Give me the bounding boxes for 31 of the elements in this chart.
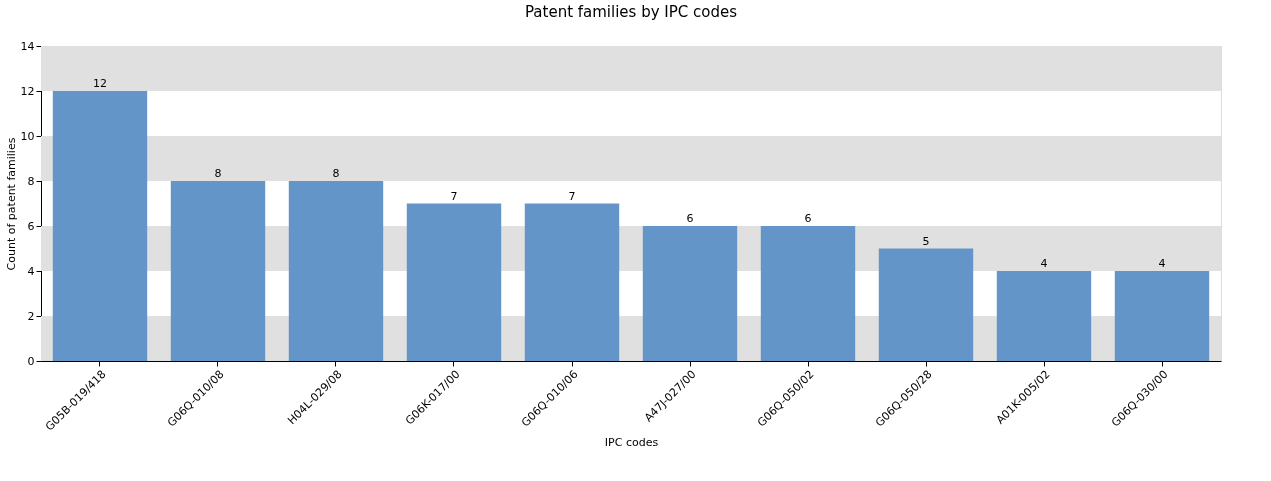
- data-label: 6: [686, 212, 694, 225]
- y-tick-label: 0: [27, 354, 35, 368]
- y-tick-label: 4: [27, 264, 35, 278]
- bar: [1114, 271, 1210, 361]
- data-label: 8: [332, 167, 340, 180]
- bar: [642, 226, 738, 361]
- bar: [170, 181, 266, 361]
- data-label: 12: [93, 77, 107, 90]
- bar: [878, 248, 974, 361]
- chart-title: Patent families by IPC codes: [524, 3, 738, 21]
- y-tick-label: 14: [20, 39, 35, 53]
- y-tick-label: 2: [27, 309, 35, 323]
- y-tick-label: 6: [27, 219, 35, 233]
- bar: [524, 203, 620, 361]
- data-label: 8: [214, 167, 222, 180]
- bar: [288, 181, 384, 361]
- y-tick-label: 8: [27, 174, 35, 188]
- y-tick-label: 12: [20, 84, 35, 98]
- bar: [996, 271, 1092, 361]
- data-label: 4: [1040, 257, 1048, 270]
- y-tick-label: 10: [20, 129, 35, 143]
- data-label: 6: [804, 212, 812, 225]
- bar: [760, 226, 856, 361]
- data-label: 7: [450, 189, 458, 203]
- data-label: 7: [568, 189, 576, 203]
- x-axis-title: IPC codes: [604, 435, 659, 449]
- bar: [52, 91, 148, 361]
- bar: [406, 203, 502, 361]
- data-label: 5: [922, 234, 930, 248]
- y-axis-title: Count of patent families: [4, 137, 18, 271]
- data-label: 4: [1158, 257, 1166, 270]
